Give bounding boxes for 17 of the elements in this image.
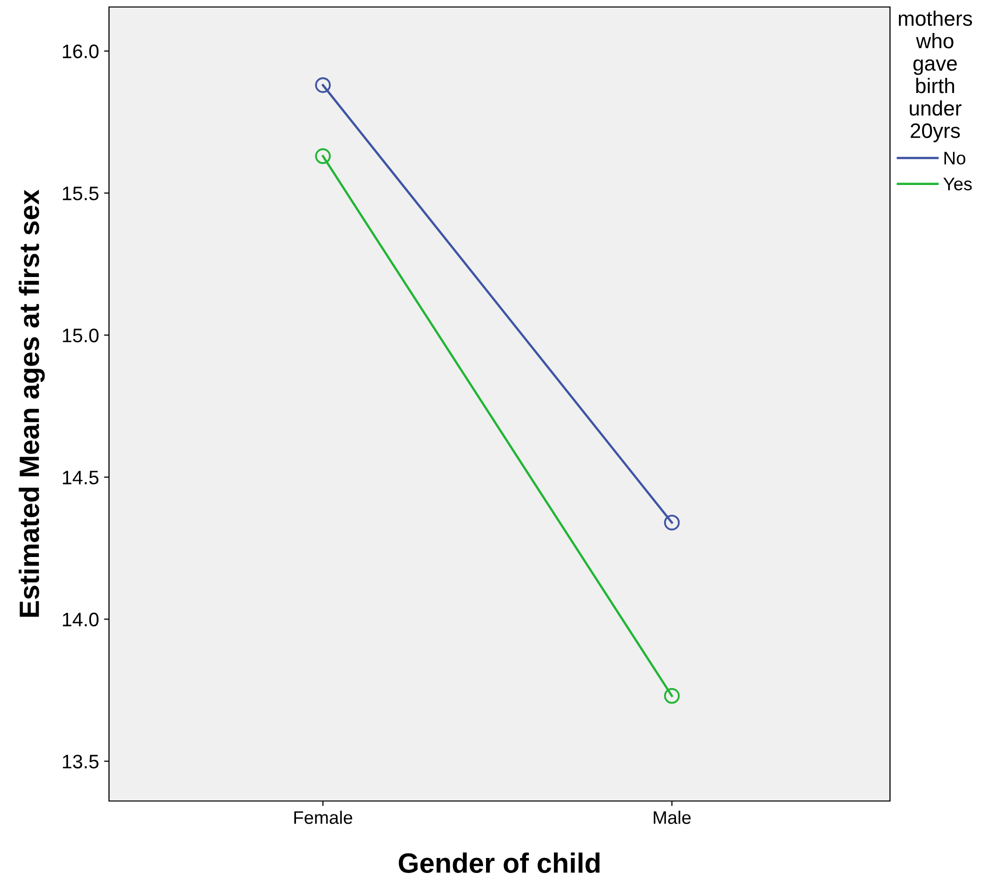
point bbox=[664, 688, 680, 704]
y-tick-label: 16.0 bbox=[62, 44, 99, 58]
point bbox=[664, 514, 680, 530]
legend-label: No bbox=[944, 152, 966, 165]
y-tick-label: 13.5 bbox=[62, 754, 98, 768]
y-tick-label: 15.0 bbox=[62, 328, 99, 342]
point bbox=[315, 77, 331, 93]
y-tick-label: 14.0 bbox=[62, 612, 99, 626]
y-axis-title: Estimated Mean ages at first sex bbox=[18, 190, 45, 617]
legend-label: Yes bbox=[943, 178, 972, 190]
y-tick-label: 14.5 bbox=[62, 470, 98, 484]
x-axis-title: Gender of child bbox=[398, 852, 600, 873]
x-tick-label: Female bbox=[294, 810, 352, 824]
x-tick-label: Male bbox=[654, 810, 691, 824]
point bbox=[315, 148, 331, 164]
legend-title: mothers who gave birth under 20yrs bbox=[898, 10, 972, 142]
y-tick-label: 15.5 bbox=[62, 186, 98, 200]
